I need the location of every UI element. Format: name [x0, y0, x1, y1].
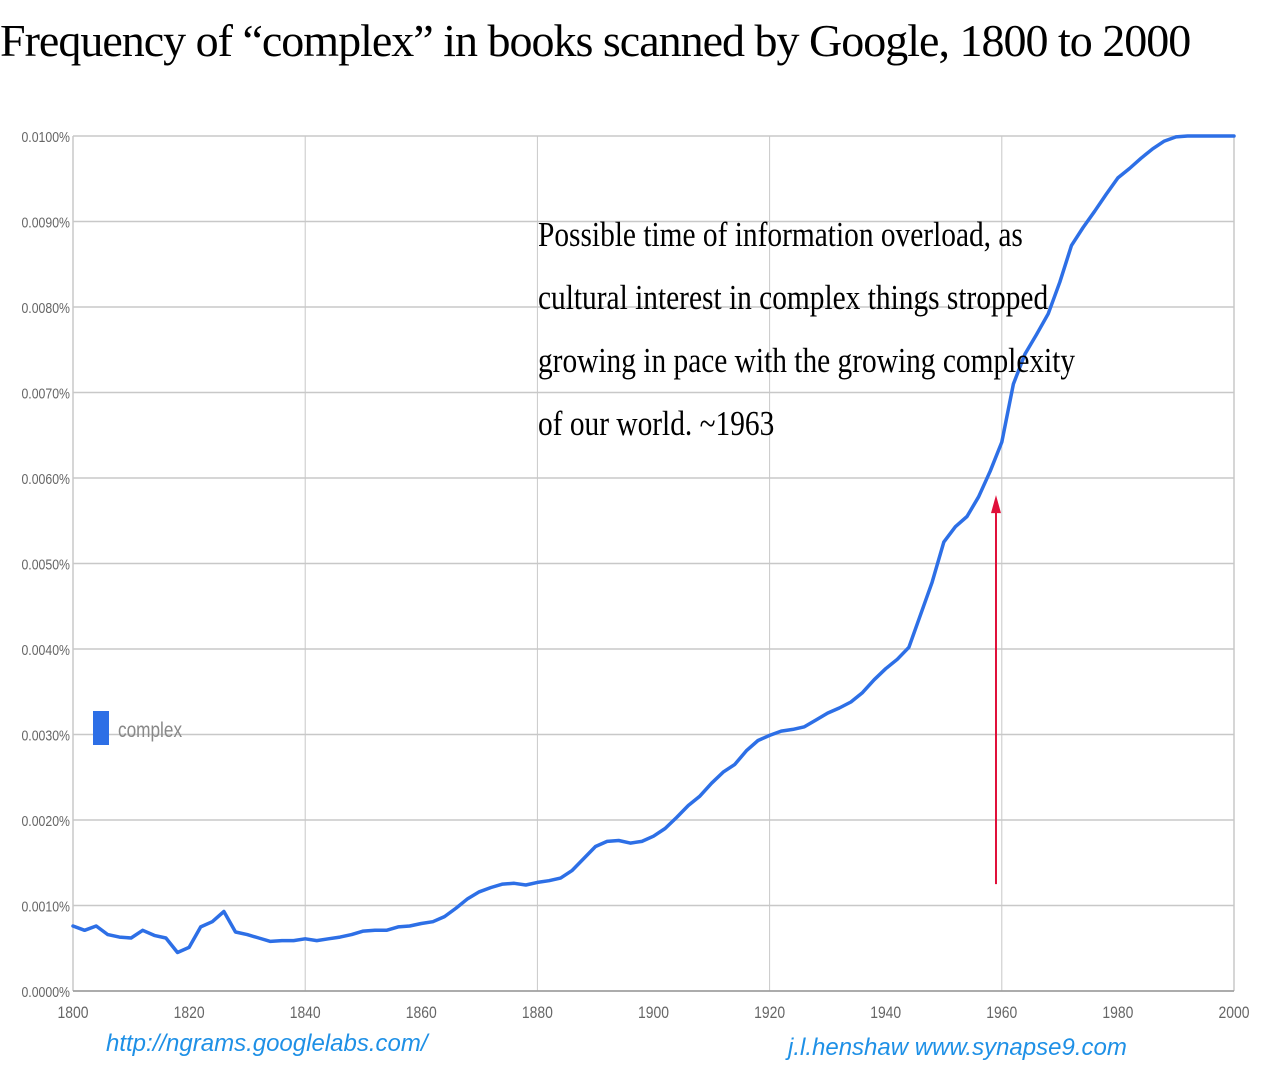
y-tick-label: 0.0040% — [21, 642, 70, 658]
x-axis-tick-labels: 1800 1820 1840 1860 1880 1900 1920 1940 1960 1980… — [58, 1004, 1250, 1023]
series-line-complex — [71, 134, 1236, 955]
gridlines — [72, 135, 1235, 992]
x-tick-label: 1840 — [290, 1004, 321, 1023]
x-tick-label: 1820 — [174, 1004, 205, 1023]
annotation-line: cultural interest in complex things stro… — [538, 278, 1048, 317]
annotation-text: Possible time of information overload, a… — [538, 215, 1076, 443]
annotation-line: of our world. ~1963 — [538, 404, 774, 443]
chart-title: Frequency of “complex” in books scanned … — [0, 15, 1191, 66]
legend-swatch — [93, 711, 109, 745]
x-tick-label: 1900 — [638, 1004, 669, 1023]
x-tick-label: 1880 — [522, 1004, 553, 1023]
x-tick-label: 1980 — [1102, 1004, 1133, 1023]
y-tick-label: 0.0020% — [21, 813, 70, 829]
legend-label: complex — [118, 720, 182, 743]
y-tick-label: 0.0060% — [21, 471, 70, 487]
x-tick-label: 1920 — [754, 1004, 785, 1023]
annotation-line: growing in pace with the growing complex… — [538, 341, 1076, 380]
credit-text: j.l.henshaw www.synapse9.com — [788, 1034, 1127, 1061]
y-axis-tick-labels: 0.0000% 0.0010% 0.0020% 0.0030% 0.0040% 0.005… — [21, 129, 70, 1000]
x-tick-label: 1860 — [406, 1004, 437, 1023]
y-tick-label: 0.0050% — [21, 556, 70, 572]
legend: complex — [93, 711, 182, 745]
source-url-link[interactable]: http://ngrams.googlelabs.com/ — [106, 1030, 428, 1057]
x-tick-label: 1940 — [870, 1004, 901, 1023]
y-tick-label: 0.0010% — [21, 898, 70, 914]
y-tick-label: 0.0070% — [21, 385, 70, 401]
series-lines — [71, 134, 1236, 955]
y-tick-label: 0.0000% — [21, 984, 70, 1000]
x-tick-label: 2000 — [1219, 1004, 1250, 1023]
y-tick-label: 0.0100% — [21, 129, 70, 145]
x-tick-label: 1800 — [58, 1004, 89, 1023]
y-tick-label: 0.0080% — [21, 300, 70, 316]
y-tick-label: 0.0030% — [21, 727, 70, 743]
arrow-head — [990, 495, 1001, 514]
annotation-arrow — [990, 495, 1001, 885]
x-tick-label: 1960 — [986, 1004, 1017, 1023]
y-tick-label: 0.0090% — [21, 214, 70, 230]
annotation-line: Possible time of information overload, a… — [538, 215, 1023, 254]
